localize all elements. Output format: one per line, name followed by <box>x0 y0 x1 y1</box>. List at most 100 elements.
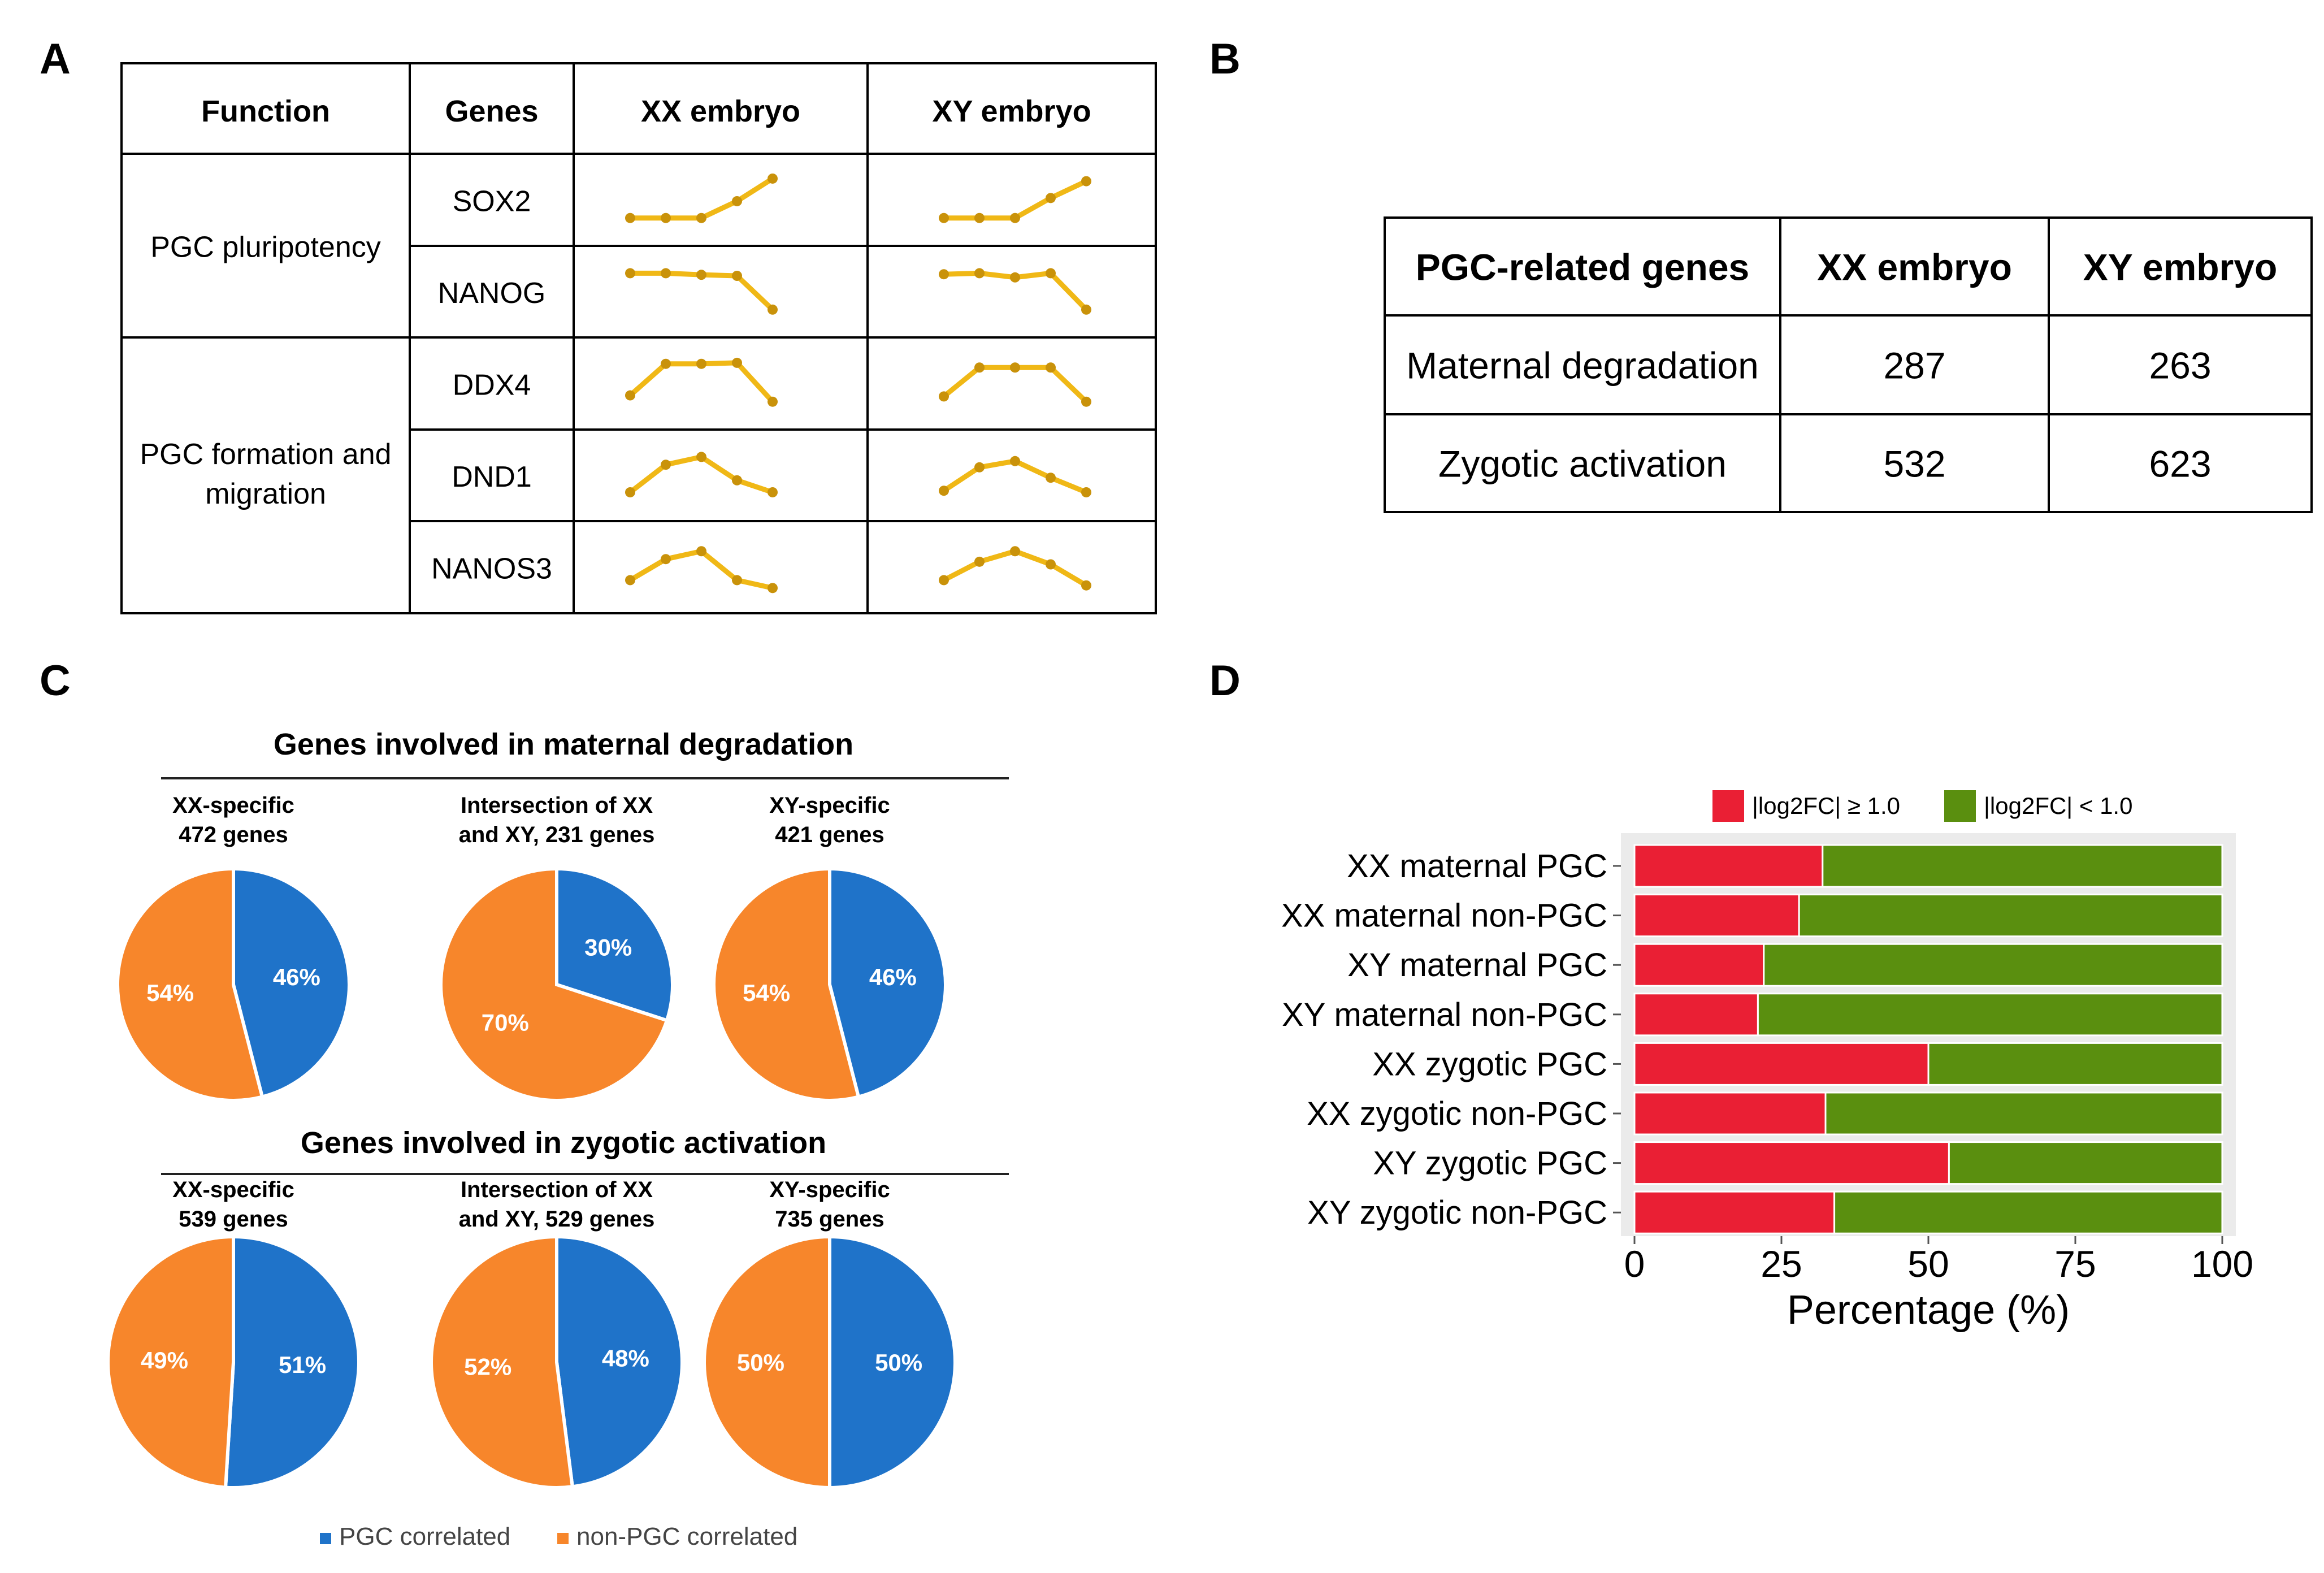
trend-point-xy <box>974 268 985 279</box>
trend-point-xy <box>1081 396 1091 407</box>
y-tick-label: XX maternal PGC <box>1347 848 1607 885</box>
y-tick-label: XX zygotic non-PGC <box>1307 1095 1607 1132</box>
trend-point-xx <box>661 358 671 369</box>
bar-segment-green <box>1763 943 2223 987</box>
pie-slice-non-pgc <box>703 1234 831 1490</box>
pie-row-title: Genes involved in maternal degradation <box>274 727 853 761</box>
bar-segment-green <box>1798 894 2223 938</box>
table-b-xy-count: 263 <box>2149 345 2211 387</box>
legend-swatch-pgc <box>320 1533 331 1544</box>
panel-label-b: B <box>1209 35 1241 83</box>
trend-point-xx <box>696 213 706 223</box>
x-axis-title: Percentage (%) <box>1787 1288 2070 1333</box>
y-tick-label: XX maternal non-PGC <box>1281 898 1607 934</box>
trend-point-xx <box>732 575 742 586</box>
trend-point-xx <box>696 546 706 557</box>
trend-point-xy <box>939 269 949 280</box>
pie-caption-line: XX-specific <box>172 1177 294 1202</box>
table-b-row-label: Maternal degradation <box>1406 345 1759 387</box>
trend-point-xx <box>768 487 778 497</box>
trend-line-xy <box>941 548 1089 588</box>
pie-label-pgc: 46% <box>869 964 917 990</box>
bar-segment-green <box>1833 1190 2223 1234</box>
trend-point-xx <box>768 304 778 315</box>
pie-slice-non-pgc <box>116 866 265 1102</box>
bar-segment-red <box>1633 1141 1950 1185</box>
panel-d-bar-chart: |log2FC| ≥ 1.0 |log2FC| < 1.0 XX maternal … <box>1281 790 2253 1333</box>
pie-label-non-pgc: 50% <box>737 1349 784 1376</box>
trend-point-xy <box>1046 193 1056 203</box>
trend-point-xy <box>939 486 949 496</box>
pie-slice-non-pgc <box>712 866 861 1102</box>
trend-point-xy <box>974 462 985 473</box>
pie-caption-line: 735 genes <box>775 1207 884 1232</box>
function-cell: PGC formation and migration <box>140 438 391 510</box>
trend-point-xx <box>696 270 706 280</box>
table-b-header: XY embryo <box>2083 246 2278 288</box>
pie-label-pgc: 51% <box>279 1351 326 1378</box>
pie-slice-non-pgc <box>439 866 669 1102</box>
gene-name: DDX4 <box>453 369 531 402</box>
x-tick-label: 25 <box>1761 1243 1802 1285</box>
pie-label-non-pgc: 70% <box>482 1009 529 1035</box>
bar-segment-green <box>1824 1091 2223 1136</box>
gene-name: NANOG <box>438 277 546 310</box>
bar-segment-green <box>1948 1141 2223 1185</box>
trend-point-xx <box>625 575 635 586</box>
gene-name: DND1 <box>452 461 532 493</box>
trend-point-xx <box>732 196 742 206</box>
pie-caption-line: and XY, 529 genes <box>459 1207 655 1232</box>
pie-caption-line: Intersection of XX <box>461 793 653 818</box>
pie-caption-line: Intersection of XX <box>461 1177 653 1202</box>
trend-point-xy <box>1010 546 1020 557</box>
trend-point-xy <box>1046 473 1056 483</box>
legend-swatch-green <box>1944 790 1976 822</box>
pie-slice-pgc <box>555 1234 684 1489</box>
pie-label-non-pgc: 49% <box>141 1347 188 1373</box>
pie-caption-line: 472 genes <box>179 822 288 847</box>
pie-label-non-pgc: 54% <box>146 980 194 1006</box>
bar-segment-red <box>1633 1190 1836 1234</box>
trend-point-xy <box>1010 362 1020 373</box>
trend-point-xy <box>974 362 985 373</box>
trend-point-xx <box>661 554 671 565</box>
pie-label-pgc: 48% <box>602 1345 649 1371</box>
trend-line-xx <box>627 548 775 591</box>
trend-point-xy <box>1081 176 1091 187</box>
pie-slice-non-pgc <box>430 1234 575 1489</box>
bar-segment-red <box>1633 894 1800 938</box>
trend-point-xx <box>732 475 742 486</box>
y-tick-label: XY zygotic PGC <box>1373 1145 1607 1182</box>
trend-point-xx <box>625 390 635 401</box>
legend-label-red: |log2FC| ≥ 1.0 <box>1752 792 1900 819</box>
trend-point-xy <box>939 575 949 586</box>
pie-label-non-pgc: 52% <box>464 1354 511 1380</box>
trend-point-xx <box>768 173 778 184</box>
trend-point-xx <box>625 487 635 497</box>
trend-point-xx <box>732 271 742 281</box>
bar-segment-red <box>1633 844 1824 888</box>
table-a-header: Genes <box>445 94 538 128</box>
trend-point-xx <box>661 213 671 223</box>
x-tick-label: 100 <box>2191 1243 2253 1285</box>
legend-swatch-non-pgc <box>557 1533 569 1544</box>
trend-point-xy <box>1010 456 1020 466</box>
pie-slice-pgc <box>555 866 674 1023</box>
x-tick-label: 50 <box>1907 1243 1949 1285</box>
y-tick-label: XY maternal non-PGC <box>1282 996 1607 1033</box>
legend-label-green: |log2FC| < 1.0 <box>1984 792 2132 819</box>
legend-label-non-pgc: non-PGC correlated <box>576 1523 797 1550</box>
table-b-xx-count: 532 <box>1883 443 1945 485</box>
x-tick-label: 0 <box>1624 1243 1645 1285</box>
trend-point-xx <box>625 213 635 223</box>
y-tick-label: XY zygotic non-PGC <box>1307 1194 1607 1231</box>
trend-point-xx <box>768 583 778 593</box>
y-tick-label: XX zygotic PGC <box>1372 1046 1607 1082</box>
pie-caption-line: XX-specific <box>172 793 294 818</box>
table-b-border <box>1384 216 2313 513</box>
trend-point-xx <box>661 268 671 279</box>
table-a-header: Function <box>201 94 330 128</box>
table-b-row-label: Zygotic activation <box>1438 443 1727 485</box>
trend-line-xx <box>627 454 775 495</box>
